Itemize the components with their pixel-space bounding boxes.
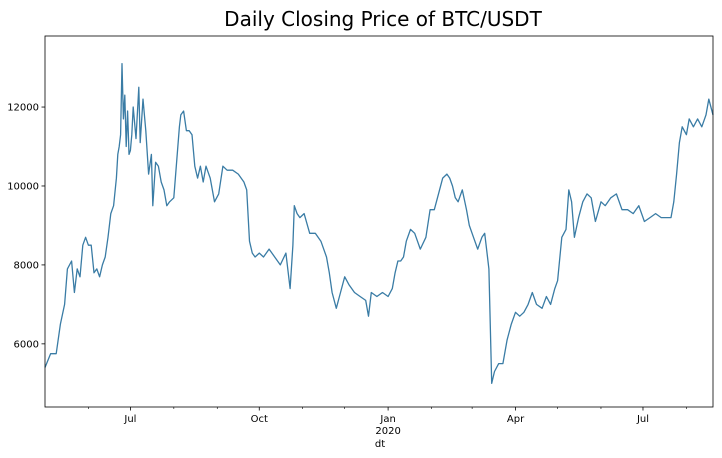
y-tick-label: 10000 [7, 181, 39, 192]
x-tick-label: Oct [251, 414, 268, 425]
y-tick-label: 8000 [14, 260, 39, 271]
y-axis: 6000 8000 10000 12000 [7, 103, 45, 350]
plot-area [44, 62, 714, 384]
x-axis-label: dt [375, 439, 385, 450]
x-tick-label: Apr [507, 414, 525, 425]
series-line-close-price [44, 62, 714, 384]
x-tick-label: Jul [636, 414, 649, 425]
x-tick-label: Jul [123, 414, 136, 425]
y-tick-label: 6000 [14, 339, 39, 350]
chart-title: Daily Closing Price of BTC/USDT [224, 7, 542, 31]
y-tick-label: 12000 [7, 103, 39, 114]
x-tick-label: Jan [379, 414, 395, 425]
plot-frame [44, 35, 714, 408]
x-tick-year-label: 2020 [375, 426, 400, 437]
